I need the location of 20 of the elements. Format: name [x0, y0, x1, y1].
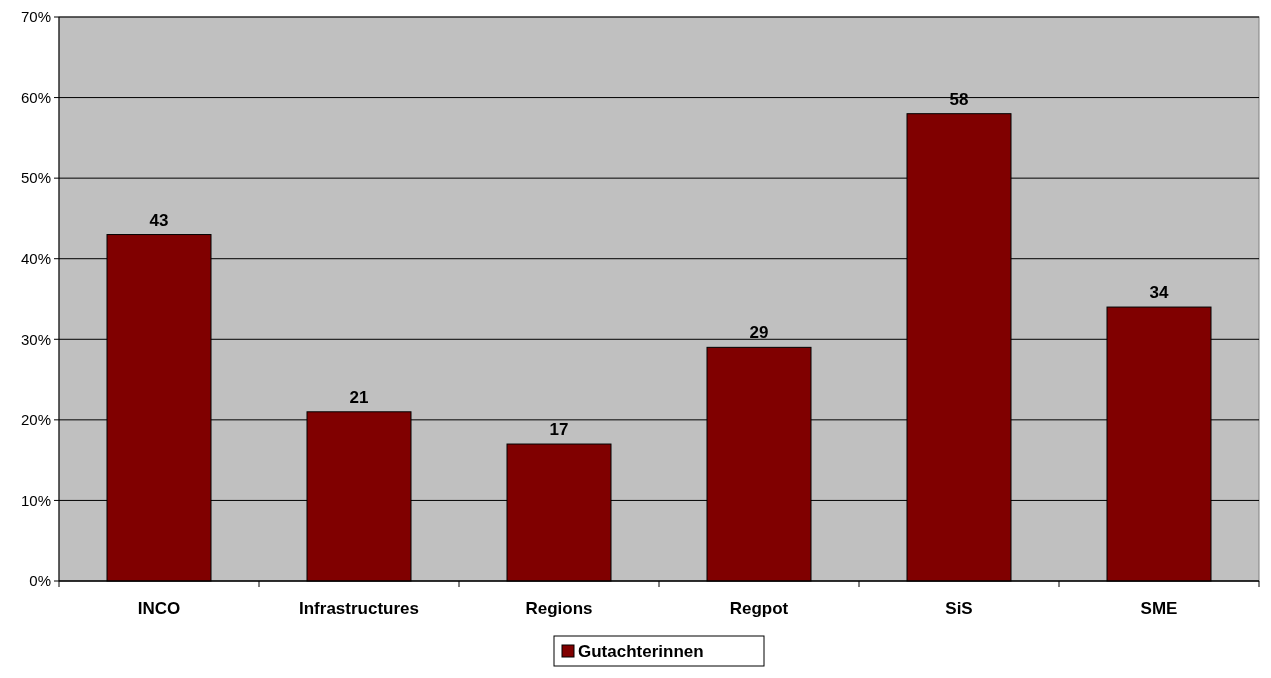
- data-label: 43: [149, 210, 169, 230]
- x-tick-label: Regpot: [729, 599, 789, 618]
- data-label: 21: [349, 387, 369, 407]
- x-tick-label: Regions: [525, 599, 593, 618]
- x-tick-label: SiS: [945, 599, 973, 618]
- data-label: 29: [749, 323, 769, 343]
- y-tick-label: 30%: [20, 330, 51, 348]
- y-tick-label: 70%: [20, 8, 51, 26]
- y-tick-label: 40%: [20, 249, 51, 267]
- x-tick-label: Infrastructures: [299, 599, 419, 618]
- y-tick-label: 60%: [20, 88, 51, 106]
- y-tick-label: 0%: [29, 572, 51, 590]
- legend-label: Gutachterinnen: [578, 641, 704, 661]
- x-tick-label: SME: [1140, 599, 1178, 618]
- data-label: 34: [1149, 283, 1169, 303]
- y-tick-label: 50%: [20, 169, 51, 187]
- x-tick-label: INCO: [137, 599, 181, 618]
- data-label: 17: [549, 420, 569, 440]
- y-tick-label: 20%: [20, 411, 51, 429]
- y-tick-label: 10%: [20, 491, 51, 509]
